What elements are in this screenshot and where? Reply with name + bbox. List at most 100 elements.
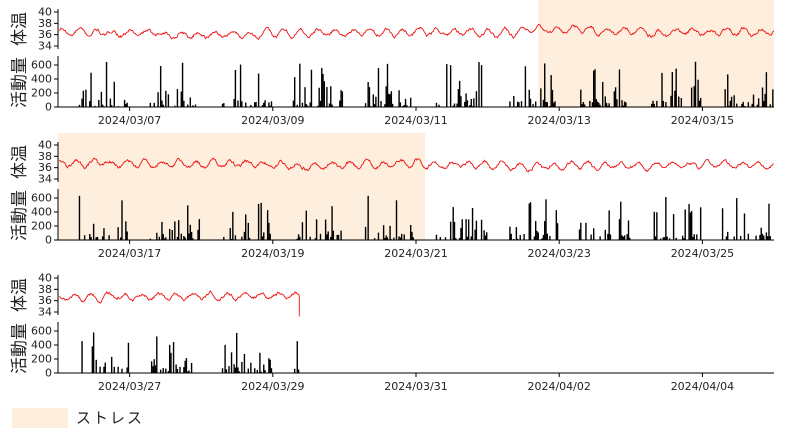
- activity-bar: [270, 101, 273, 107]
- activity-bar: [296, 238, 298, 240]
- activity-bar: [755, 235, 757, 240]
- activity-bar: [336, 234, 338, 240]
- activity-bar: [373, 238, 376, 240]
- activity-bar: [180, 91, 182, 107]
- activity-bar: [622, 105, 625, 107]
- activity-bar: [591, 102, 594, 107]
- activity-bar: [299, 236, 301, 240]
- time-tick-label: 2024/03/23: [527, 247, 590, 260]
- activity-bar: [590, 234, 592, 240]
- temperature-tick-label: 40: [38, 272, 52, 285]
- activity-bar: [690, 87, 693, 107]
- activity-bar: [257, 203, 260, 240]
- activity-bar: [694, 61, 697, 107]
- temperature-line: [59, 290, 300, 317]
- activity-bar: [728, 105, 730, 107]
- activity-bar: [592, 70, 595, 107]
- activity-bar: [663, 237, 666, 240]
- activity-bar: [608, 210, 610, 240]
- activity-bar: [769, 236, 771, 240]
- activity-bar: [89, 234, 91, 240]
- activity-bar: [225, 369, 228, 373]
- activity-bar: [241, 236, 243, 240]
- activity-bar: [403, 234, 405, 240]
- temperature-tick-label: 34: [38, 40, 52, 53]
- activity-bar: [435, 102, 438, 107]
- activity-bar: [725, 236, 728, 240]
- activity-bar: [176, 368, 179, 373]
- activity-bar: [156, 232, 158, 240]
- activity-bar: [161, 221, 163, 240]
- activity-bar: [117, 106, 119, 107]
- activity-bar: [581, 104, 583, 107]
- activity-bar: [187, 104, 189, 107]
- activity-bar: [529, 98, 532, 107]
- activity-bar: [322, 73, 324, 107]
- activity-bar: [556, 223, 559, 240]
- activity-bar: [81, 98, 83, 107]
- activity-bar: [399, 237, 402, 240]
- activity-bar: [165, 237, 167, 240]
- activity-tick-label: 600: [31, 325, 52, 338]
- activity-bar: [233, 364, 235, 373]
- activity-bar: [104, 362, 106, 373]
- temperature-tick-label: 40: [38, 139, 52, 152]
- activity-bar: [385, 235, 387, 240]
- activity-bar: [455, 238, 457, 240]
- activity-bar: [113, 366, 115, 373]
- activity-bar: [154, 365, 157, 373]
- activity-bar: [245, 214, 247, 240]
- activity-bar: [95, 237, 97, 240]
- activity-bar: [599, 236, 601, 240]
- activity-bar: [125, 104, 127, 107]
- temperature-tick-label: 36: [38, 161, 52, 174]
- activity-bar: [690, 210, 693, 240]
- activity-bar: [602, 81, 604, 107]
- activity-bar: [185, 358, 188, 373]
- activity-bar: [260, 202, 262, 240]
- activity-bar: [470, 236, 472, 240]
- activity-tick-label: 0: [45, 367, 52, 380]
- activity-bar: [542, 234, 545, 240]
- activity-bar: [540, 88, 542, 107]
- activity-bar: [317, 105, 319, 107]
- activity-bar: [192, 105, 194, 107]
- activity-bar: [100, 91, 103, 107]
- activity-bar: [230, 238, 233, 240]
- activity-bar: [175, 364, 177, 373]
- activity-series: [78, 195, 771, 240]
- activity-bar: [761, 87, 764, 107]
- activity-tick-label: 200: [31, 220, 52, 233]
- activity-bar: [319, 100, 322, 107]
- activity-bar: [620, 201, 622, 240]
- activity-bar: [341, 91, 344, 107]
- activity-bar: [194, 104, 197, 107]
- temperature-axis-label: 体温: [10, 12, 30, 46]
- activity-bar: [385, 86, 387, 107]
- activity-bar: [232, 211, 234, 240]
- activity-bar: [698, 100, 701, 107]
- activity-bar: [192, 238, 194, 240]
- activity-bar: [221, 103, 224, 107]
- activity-bar: [549, 106, 551, 107]
- time-tick-label: 2024/03/19: [241, 247, 304, 260]
- activity-series: [78, 61, 774, 107]
- activity-tick-label: 0: [45, 234, 52, 247]
- activity-bar: [234, 235, 237, 240]
- activity-bar: [589, 100, 591, 107]
- activity-bar: [223, 103, 225, 107]
- activity-bar: [318, 87, 320, 107]
- activity-bar: [181, 62, 184, 107]
- activity-bar: [309, 102, 311, 107]
- activity-bar: [305, 104, 307, 107]
- activity-bar: [121, 200, 123, 240]
- activity-bar: [692, 236, 694, 240]
- activity-bar: [389, 225, 391, 240]
- activity-bar: [99, 366, 101, 373]
- activity-bar: [516, 101, 519, 107]
- activity-bar: [404, 98, 407, 107]
- activity-bar: [528, 203, 530, 240]
- activity-bar: [238, 371, 240, 373]
- activity-bar: [743, 213, 746, 240]
